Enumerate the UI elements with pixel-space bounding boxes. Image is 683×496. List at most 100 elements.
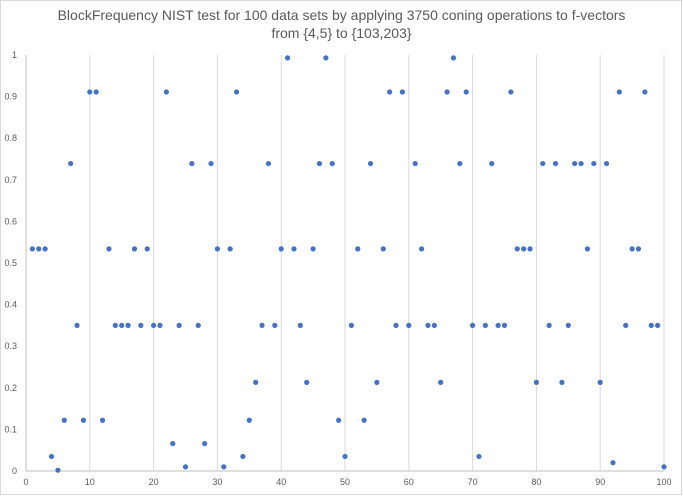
data-point: [61, 417, 67, 423]
data-point: [444, 89, 450, 95]
data-point: [195, 322, 201, 328]
data-point: [310, 246, 316, 252]
data-point: [87, 89, 93, 95]
data-point: [584, 246, 591, 252]
data-point: [316, 160, 323, 167]
chart-title: BlockFrequency NIST test for 100 data se…: [0, 6, 683, 42]
y-tick-label: 0.9: [4, 92, 17, 102]
data-point: [112, 322, 118, 328]
data-point: [106, 246, 112, 252]
x-tick-label: 70: [468, 477, 478, 487]
axes: [25, 55, 664, 472]
y-tick-label: 0.1: [4, 424, 17, 434]
data-point: [406, 322, 412, 328]
data-point: [233, 89, 240, 95]
data-point: [221, 464, 227, 470]
data-point: [648, 322, 654, 328]
x-tick-label: 10: [85, 477, 95, 487]
data-point: [297, 322, 303, 328]
gridlines: [89, 55, 665, 471]
data-point: [552, 160, 559, 167]
y-tick-label: 0.2: [4, 383, 17, 393]
data-point: [399, 89, 406, 95]
data-point: [99, 417, 106, 423]
x-tick-label: 90: [595, 477, 605, 487]
data-point: [533, 379, 540, 385]
data-point: [438, 379, 444, 385]
data-point: [367, 160, 374, 167]
data-point: [476, 453, 482, 460]
y-tick-label: 0.8: [4, 133, 17, 143]
data-point: [380, 246, 386, 252]
data-point: [521, 246, 527, 252]
data-point: [304, 379, 310, 385]
data-point: [157, 322, 163, 328]
data-point: [418, 246, 425, 252]
data-point: [240, 453, 246, 460]
data-point: [55, 467, 61, 473]
data-point: [540, 160, 546, 167]
data-point: [42, 246, 48, 252]
data-point: [431, 322, 437, 328]
tick-labels: 0 10 20 30 40 50 60 70 80 90 100 0 0.1 0.2 0.3 0.4 0.5 0.…: [4, 50, 671, 487]
data-point: [348, 322, 354, 328]
data-point: [259, 322, 265, 328]
chart-title-line-1: BlockFrequency NIST test for 100 data se…: [57, 7, 626, 23]
data-point: [182, 464, 189, 470]
data-point: [246, 417, 252, 423]
data-point: [227, 246, 233, 252]
data-point: [342, 453, 348, 460]
data-point: [291, 246, 297, 252]
data-point: [68, 160, 74, 167]
data-point: [412, 160, 418, 167]
y-tick-label: 0.7: [4, 175, 17, 185]
x-tick-label: 20: [149, 477, 159, 487]
data-point: [36, 246, 42, 252]
data-point: [457, 160, 463, 167]
data-point: [208, 160, 214, 167]
data-point: [329, 160, 335, 167]
data-point: [635, 246, 642, 252]
data-point: [202, 440, 208, 447]
data-point: [29, 246, 35, 252]
data-point: [48, 453, 55, 460]
x-tick-label: 30: [212, 477, 222, 487]
data-point: [629, 246, 635, 252]
data-point: [470, 322, 476, 328]
data-point: [572, 160, 578, 167]
data-point: [508, 89, 514, 95]
x-tick-label: 0: [23, 477, 28, 487]
y-tick-label: 1: [12, 50, 17, 60]
data-point: [425, 322, 431, 328]
data-point: [450, 55, 457, 61]
data-point: [527, 246, 533, 252]
data-point: [578, 160, 584, 167]
x-tick-label: 80: [531, 477, 541, 487]
data-point: [482, 322, 488, 328]
data-point: [559, 379, 565, 385]
data-point: [278, 246, 284, 252]
data-point: [151, 322, 157, 328]
data-point: [565, 322, 571, 328]
data-point: [80, 417, 87, 423]
data-point: [463, 89, 469, 95]
data-point: [546, 322, 552, 328]
data-point: [603, 160, 610, 167]
data-point: [610, 460, 616, 466]
data-point: [74, 322, 80, 328]
y-tick-label: 0.5: [4, 258, 17, 268]
data-point: [514, 246, 520, 252]
x-tick-label: 100: [656, 477, 671, 487]
data-point: [176, 322, 182, 328]
data-point: [597, 379, 603, 385]
x-tick-label: 40: [276, 477, 286, 487]
x-tick-label: 60: [404, 477, 414, 487]
y-tick-label: 0.4: [4, 300, 17, 310]
chart-title-line-2: from {4,5} to {103,203}: [271, 25, 412, 41]
data-point: [125, 322, 131, 328]
data-points: [29, 55, 667, 473]
data-point: [495, 322, 501, 328]
data-point: [323, 55, 329, 61]
